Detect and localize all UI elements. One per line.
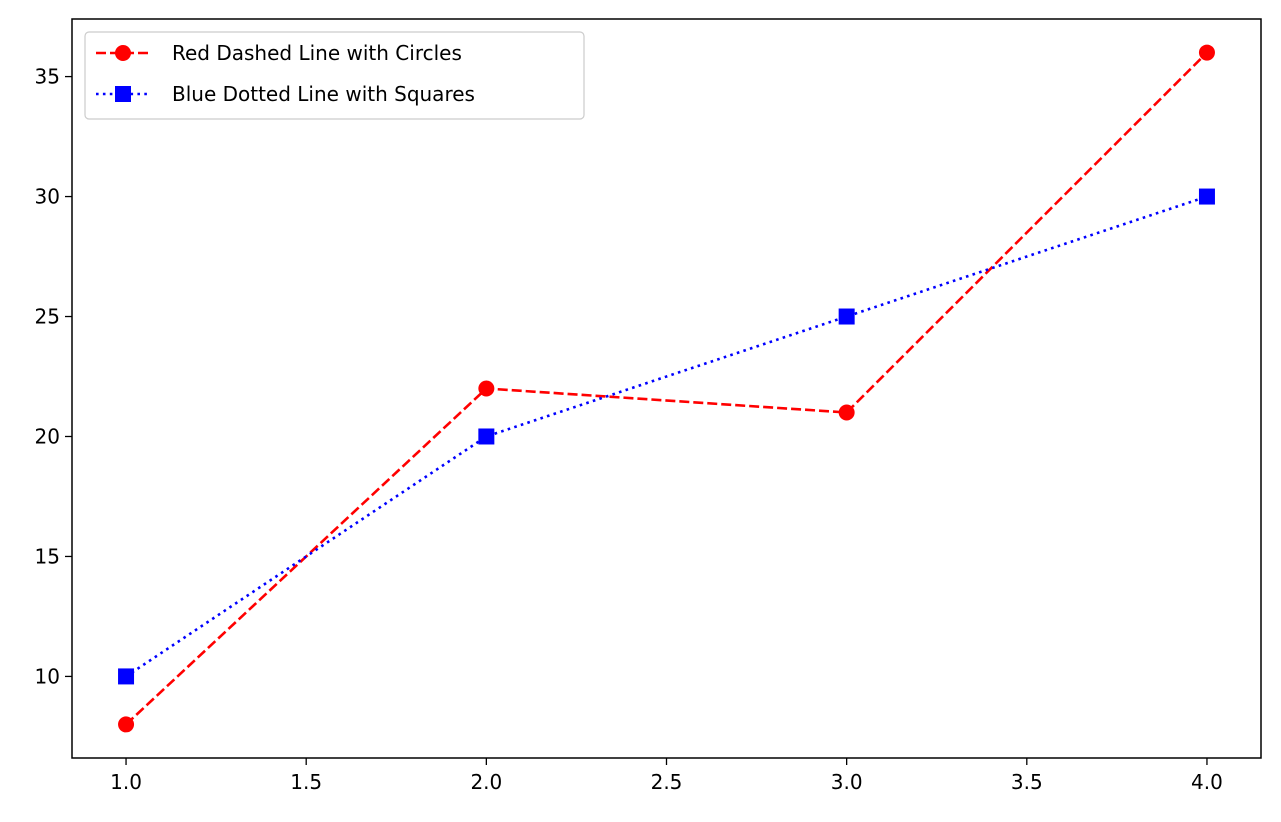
- data-point-square: [838, 308, 855, 325]
- legend-entry-blue: Blue Dotted Line with Squares: [96, 82, 475, 106]
- y-tick-label: 20: [35, 424, 60, 448]
- data-point-circle: [118, 716, 135, 733]
- y-tick-label: 35: [35, 65, 60, 89]
- y-tick-label: 25: [35, 305, 60, 329]
- plot-frame: [71, 18, 1262, 759]
- x-tick-label: 4.0: [1191, 770, 1223, 794]
- legend-box: [84, 31, 585, 120]
- data-point-circle: [478, 380, 495, 397]
- legend-entry-red: Red Dashed Line with Circles: [96, 41, 462, 65]
- x-tick-label: 3.0: [831, 770, 863, 794]
- series-line: [125, 195, 1208, 678]
- x-tick-label: 2.5: [651, 770, 683, 794]
- x-tick-label: 3.5: [1011, 770, 1043, 794]
- series-layer: [118, 44, 1215, 733]
- legend-marker-red: [115, 45, 131, 61]
- x-tick-label: 1.0: [110, 770, 142, 794]
- y-tick-label: 30: [35, 185, 60, 209]
- legend-marker-blue: [115, 86, 131, 102]
- legend: Red Dashed Line with Circles Blue Dotted…: [84, 31, 585, 120]
- legend-label-red: Red Dashed Line with Circles: [172, 41, 462, 65]
- plot-area: [72, 19, 1261, 758]
- data-point-square: [478, 428, 495, 445]
- y-axis-ticks: 10 15 20 25 30 35: [35, 65, 72, 688]
- x-tick-label: 2.0: [470, 770, 502, 794]
- data-point-circle: [838, 404, 855, 421]
- series-blue-dotted: [118, 188, 1215, 685]
- data-point-circle: [1198, 44, 1215, 61]
- y-tick-label: 15: [35, 544, 60, 568]
- x-axis-ticks: 1.0 1.5 2.0 2.5 3.0 3.5 4.0: [110, 758, 1223, 794]
- x-tick-label: 1.5: [290, 770, 322, 794]
- y-tick-label: 10: [35, 664, 60, 688]
- data-point-square: [1198, 188, 1215, 205]
- data-point-square: [118, 668, 135, 685]
- legend-label-blue: Blue Dotted Line with Squares: [172, 82, 475, 106]
